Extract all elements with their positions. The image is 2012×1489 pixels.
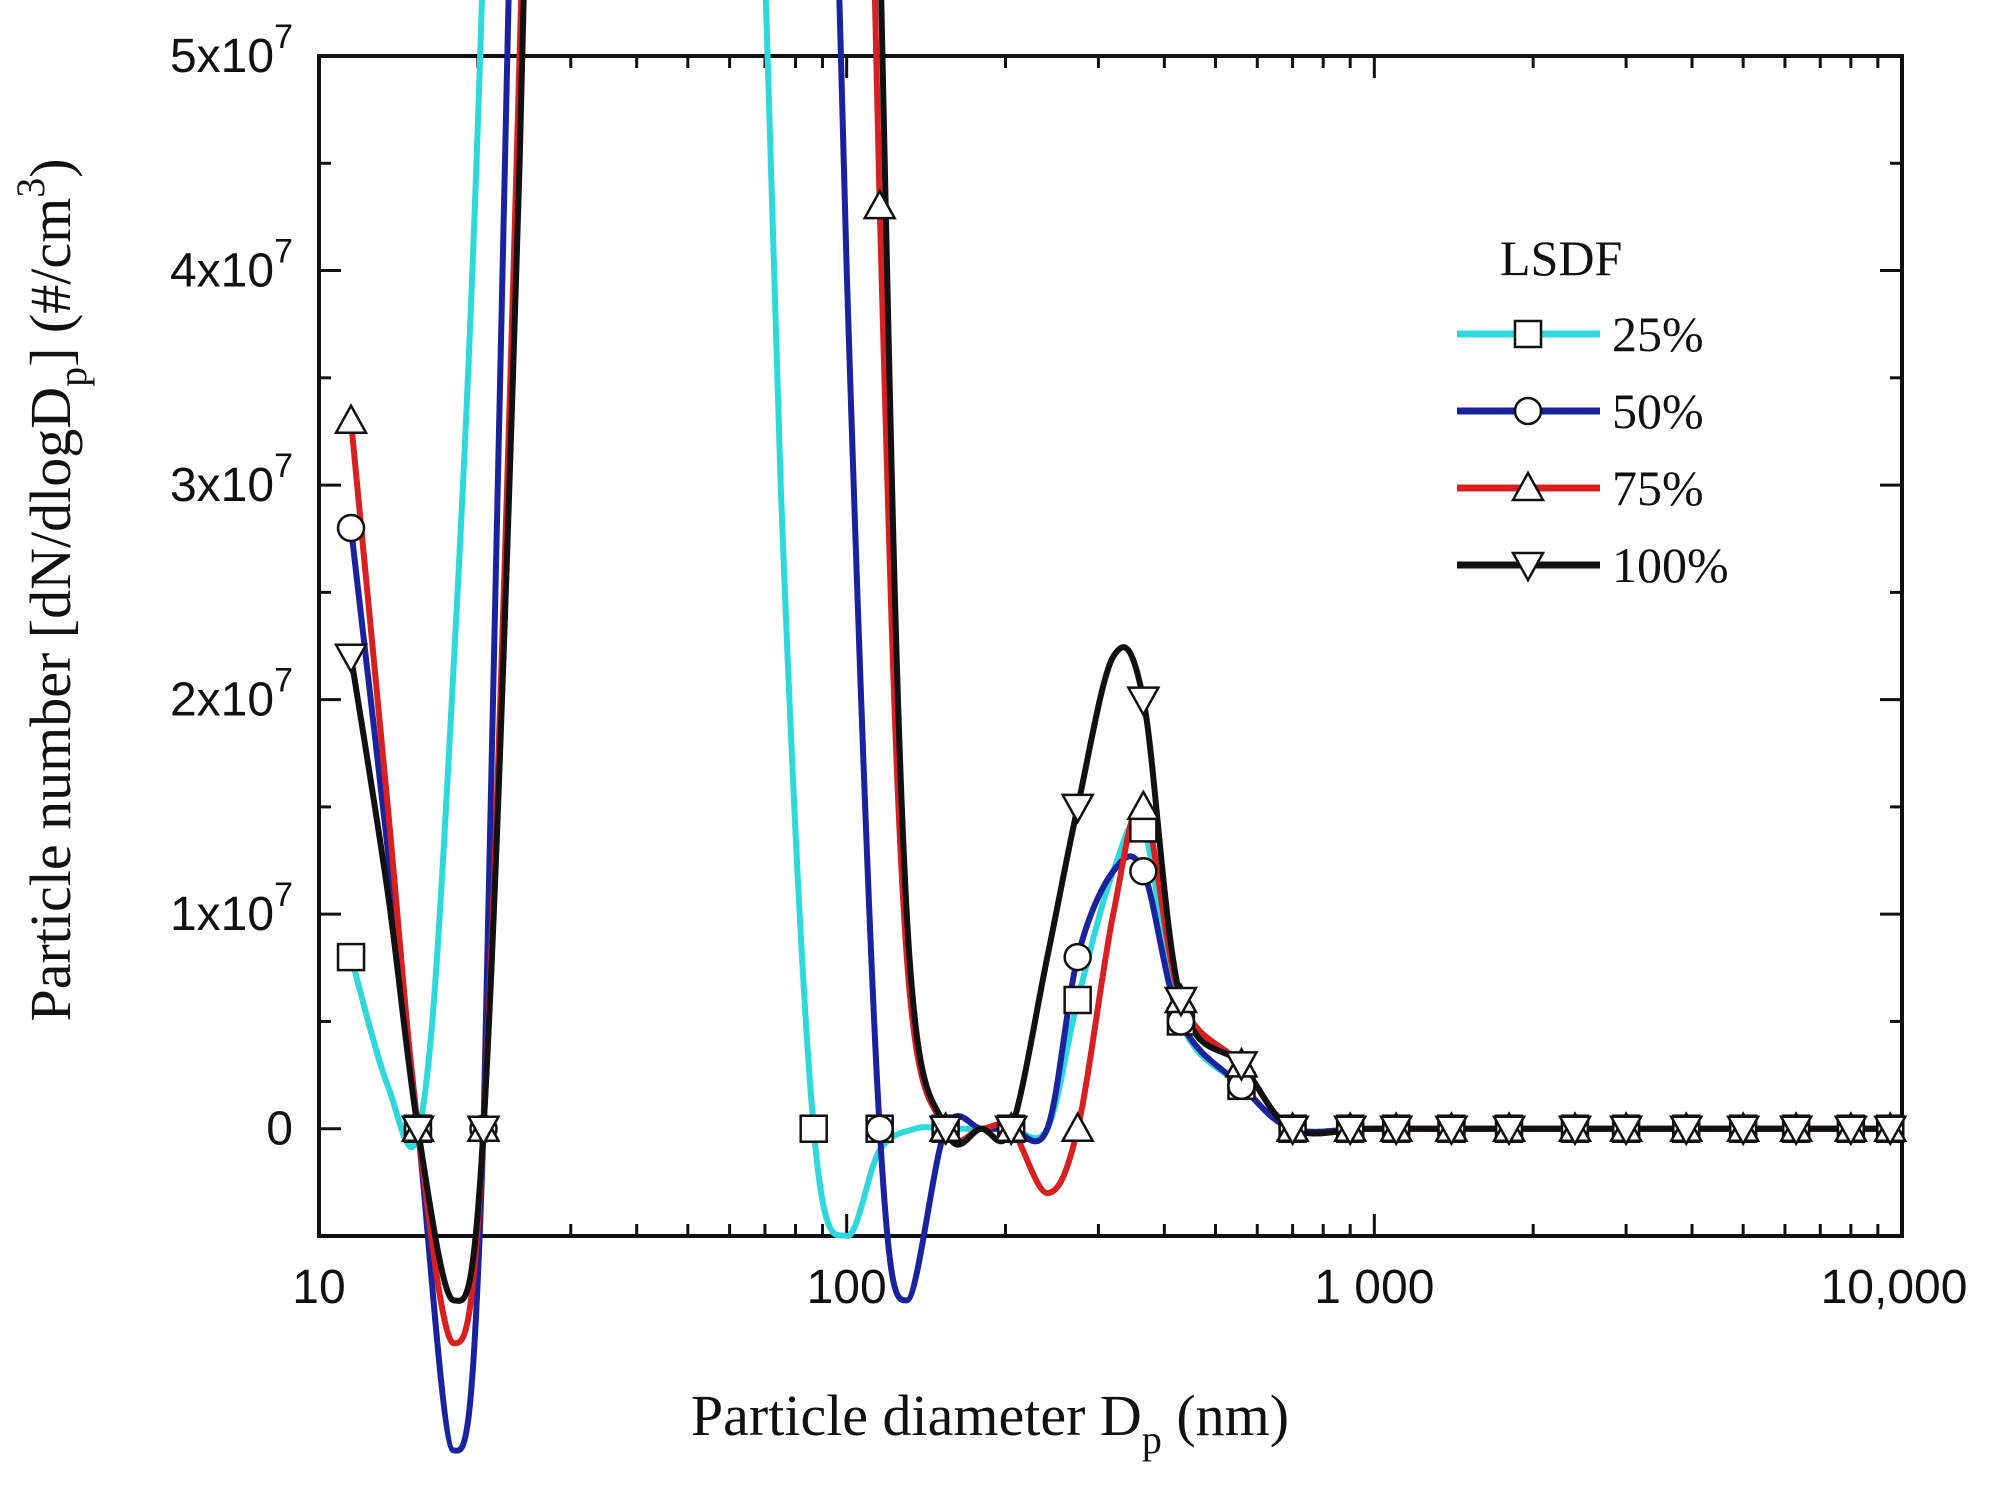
series-line-50pct — [348, 0, 1891, 1454]
data-point-100pct — [994, 1115, 1029, 1147]
marker-layer — [333, 188, 1908, 1147]
data-point-100pct — [1379, 1115, 1414, 1147]
legend-marker — [1513, 319, 1543, 349]
series-layer — [348, 0, 1891, 1454]
data-point-100pct — [1275, 1115, 1310, 1147]
data-point-100pct — [1608, 1115, 1644, 1147]
legend-marker — [1513, 396, 1543, 426]
data-point-100pct — [1126, 686, 1161, 718]
x-tick-label: 10 — [292, 1261, 345, 1314]
data-point-100pct — [1163, 986, 1199, 1018]
legend-label: 75% — [1612, 460, 1704, 516]
data-point-75pct — [1060, 1111, 1095, 1142]
data-point-100pct — [1778, 1115, 1814, 1147]
x-axis-title-main: Particle diameter D — [691, 1383, 1142, 1448]
legend-item: 75% — [1457, 460, 1704, 516]
data-point-100pct — [1333, 1115, 1368, 1147]
axis-ticks — [317, 54, 1904, 1238]
data-point-50pct — [336, 513, 366, 543]
x-tick-label: 100 — [807, 1261, 887, 1314]
y-axis-title: Particle number [dN/dlogDp] (#/cm3) — [8, 158, 95, 1021]
data-point-100pct — [1557, 1115, 1593, 1147]
data-point-100pct — [1669, 1115, 1704, 1147]
data-point-50pct — [865, 1114, 894, 1143]
legend-label: 25% — [1612, 306, 1704, 362]
y-tick-label: 5x107 — [170, 18, 293, 83]
legend-item: 25% — [1457, 306, 1704, 362]
plot-frame — [317, 54, 1904, 1238]
data-point-100pct — [1434, 1115, 1469, 1147]
legend-label: 100% — [1612, 537, 1729, 593]
series-line-25pct — [348, 0, 1891, 1239]
data-point-100pct — [466, 1115, 501, 1147]
y-tick-label: 3x107 — [170, 447, 293, 512]
x-axis-title-tail: (nm) — [1162, 1383, 1289, 1448]
y-tick-label: 4x107 — [170, 233, 293, 298]
data-point-75pct — [333, 403, 369, 434]
legend-title: LSDF — [1500, 230, 1622, 286]
data-point-50pct — [1129, 857, 1158, 886]
y-tick-label: 1x107 — [170, 876, 293, 941]
data-point-25pct — [799, 1114, 828, 1143]
legend: LSDF 25% 50% 75% 100% — [1457, 230, 1729, 593]
data-point-100pct — [1491, 1115, 1527, 1147]
data-point-25pct — [1063, 985, 1092, 1015]
y-tick-label: 0 — [266, 1103, 293, 1156]
data-point-100pct — [333, 643, 369, 675]
data-point-25pct — [336, 942, 366, 972]
y-tick-label: 2x107 — [170, 662, 293, 727]
data-point-75pct — [862, 188, 897, 220]
legend-item: 50% — [1457, 383, 1704, 439]
legend-label: 50% — [1612, 383, 1704, 439]
x-axis-title-sub: p — [1142, 1417, 1162, 1462]
x-tick-label: 1 000 — [1314, 1261, 1434, 1314]
data-point-100pct — [1726, 1115, 1761, 1147]
series-line-75pct — [348, 0, 1891, 1347]
data-point-100pct — [1224, 1051, 1259, 1082]
data-point-100pct — [1060, 793, 1095, 825]
legend-marker — [1510, 551, 1546, 583]
legend-marker — [1510, 470, 1546, 502]
x-tick-label: 10,000 — [1821, 1261, 1968, 1314]
data-point-50pct — [1063, 942, 1092, 972]
y-tick-labels: 0 1x107 2x107 3x107 4x107 5x107 — [170, 18, 293, 1156]
legend-items: 25% 50% 75% 100% — [1457, 306, 1729, 593]
data-point-100pct — [400, 1115, 436, 1147]
series-line-100pct — [348, 0, 1891, 1304]
data-point-75pct — [1126, 789, 1161, 821]
x-axis-title: Particle diameter Dp (nm) — [691, 1383, 1289, 1462]
data-point-100pct — [1833, 1115, 1868, 1147]
data-point-100pct — [928, 1115, 963, 1147]
legend-item: 100% — [1457, 537, 1729, 593]
data-point-100pct — [1873, 1115, 1908, 1147]
x-tick-labels: 10 100 1 000 10,000 — [292, 1261, 1967, 1314]
